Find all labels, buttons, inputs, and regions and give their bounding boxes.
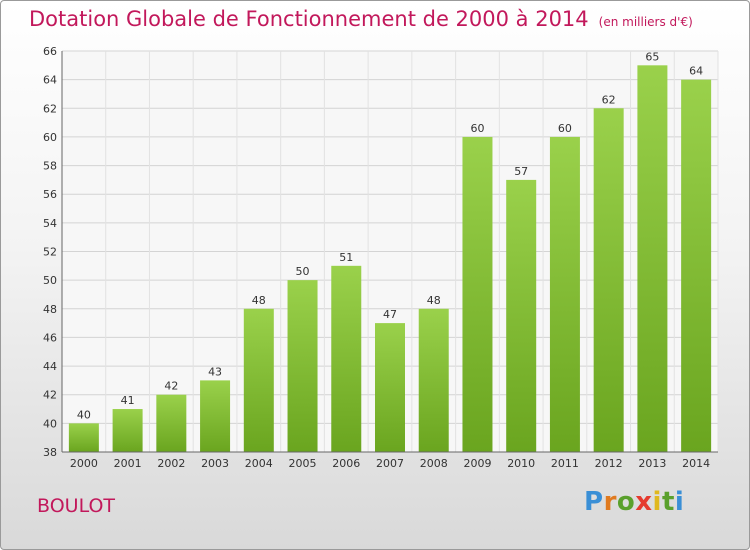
x-tick-label: 2004 <box>245 457 273 470</box>
bar <box>331 265 362 452</box>
y-tick-label: 42 <box>43 389 57 402</box>
logo-letter: i <box>674 487 685 517</box>
chart-unit: (en milliers d'€) <box>598 15 693 29</box>
bar <box>506 179 537 452</box>
y-tick-label: 50 <box>43 274 57 287</box>
bar <box>681 79 712 453</box>
bar-value-label: 43 <box>208 365 222 378</box>
bar-value-label: 47 <box>383 308 397 321</box>
bar-value-label: 50 <box>296 265 310 278</box>
bar <box>593 108 624 453</box>
y-tick-label: 56 <box>43 188 57 201</box>
bar-value-label: 42 <box>164 380 178 393</box>
logo-letter: o <box>616 487 636 517</box>
logo-letter: x <box>635 487 653 517</box>
bar <box>156 394 187 452</box>
bar-value-label: 60 <box>470 122 484 135</box>
bar-value-label: 48 <box>427 294 441 307</box>
y-tick-label: 60 <box>43 131 57 144</box>
y-tick-label: 58 <box>43 160 57 173</box>
bar <box>112 409 143 452</box>
x-tick-label: 2001 <box>114 457 142 470</box>
y-tick-label: 44 <box>43 360 57 373</box>
bar <box>375 323 405 452</box>
bar-value-label: 40 <box>77 408 91 421</box>
bar <box>200 380 231 452</box>
bar-value-label: 65 <box>645 50 659 63</box>
commune-name: BOULOT <box>37 495 116 517</box>
x-tick-label: 2008 <box>420 457 448 470</box>
x-tick-label: 2002 <box>157 457 185 470</box>
x-tick-label: 2009 <box>463 457 491 470</box>
logo-letter: t <box>661 487 675 517</box>
y-tick-label: 52 <box>43 246 57 259</box>
x-tick-label: 2007 <box>376 457 404 470</box>
y-tick-label: 40 <box>43 417 57 430</box>
bar <box>287 280 318 452</box>
x-tick-label: 2006 <box>332 457 360 470</box>
y-tick-label: 48 <box>43 303 57 316</box>
y-tick-label: 54 <box>43 217 57 230</box>
bar <box>243 308 274 452</box>
proxiti-logo: Proxiti <box>584 487 684 517</box>
y-tick-label: 64 <box>43 74 57 87</box>
chart-title-text: Dotation Globale de Fonctionnement de 20… <box>29 7 589 31</box>
x-tick-label: 2003 <box>201 457 229 470</box>
x-tick-label: 2005 <box>289 457 317 470</box>
y-tick-label: 38 <box>43 446 57 459</box>
bar-value-label: 57 <box>514 165 528 178</box>
x-tick-label: 2011 <box>551 457 579 470</box>
bar <box>462 136 493 452</box>
x-tick-label: 2014 <box>682 457 710 470</box>
bar <box>418 308 449 452</box>
logo-letter: i <box>652 487 662 517</box>
bar <box>68 423 99 452</box>
bar <box>637 65 668 453</box>
x-tick-label: 2013 <box>638 457 666 470</box>
logo-letter: r <box>603 487 617 517</box>
x-tick-label: 2010 <box>507 457 535 470</box>
bar-value-label: 48 <box>252 294 266 307</box>
bar-value-label: 51 <box>339 251 353 264</box>
logo-letter: P <box>584 487 604 517</box>
y-tick-label: 46 <box>43 331 57 344</box>
y-tick-label: 66 <box>43 45 57 58</box>
bar-value-label: 62 <box>602 93 616 106</box>
bar-value-label: 64 <box>689 65 703 78</box>
bar-value-label: 41 <box>121 394 135 407</box>
x-tick-label: 2012 <box>595 457 623 470</box>
x-tick-label: 2000 <box>70 457 98 470</box>
chart-title: Dotation Globale de Fonctionnement de 20… <box>29 7 693 31</box>
bar-value-label: 60 <box>558 122 572 135</box>
y-tick-label: 62 <box>43 102 57 115</box>
bar <box>549 136 580 452</box>
